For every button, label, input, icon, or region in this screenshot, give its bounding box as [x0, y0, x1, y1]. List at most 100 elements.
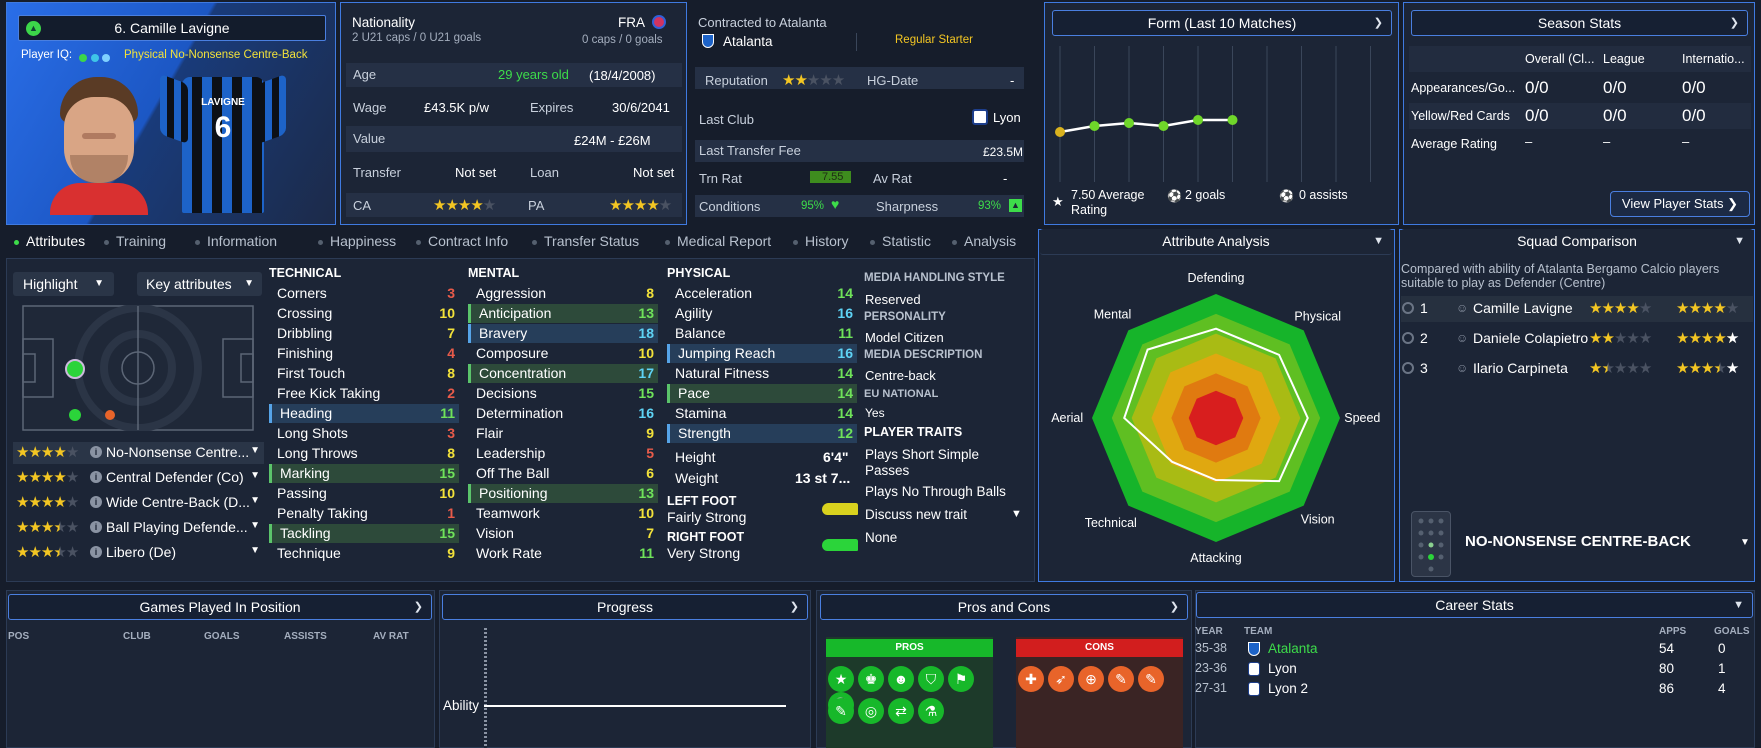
attribute-row[interactable]: Long Shots 3: [269, 424, 459, 443]
attribute-row[interactable]: Decisions 15: [468, 384, 658, 403]
attribute-row[interactable]: Stamina 14: [667, 404, 857, 423]
trait-1[interactable]: Plays Short Simple Passes: [865, 447, 980, 478]
left-foot-value: Fairly Strong: [667, 509, 747, 525]
attribute-row[interactable]: Long Throws 8: [269, 444, 459, 463]
tab-transfer-status[interactable]: Transfer Status: [532, 233, 639, 249]
attribute-row[interactable]: Corners 3: [269, 284, 459, 303]
tab-history[interactable]: History: [793, 233, 849, 249]
player-icon: ☺: [1456, 331, 1469, 345]
career-col-apps: APPS: [1659, 626, 1687, 637]
radio-icon[interactable]: [1402, 332, 1414, 344]
tab-statistic[interactable]: Statistic: [870, 233, 931, 249]
squad-row[interactable]: [1401, 296, 1753, 322]
attribute-row[interactable]: Free Kick Taking 2: [269, 384, 459, 403]
attribute-row[interactable]: Work Rate 11: [468, 544, 658, 563]
squad-ca-stars: ★★★★★: [1589, 330, 1652, 347]
proscons-dropdown[interactable]: Pros and Cons ❯: [820, 594, 1188, 620]
attribute-row[interactable]: Marking 15: [269, 464, 459, 483]
player-role: Physical No-Nonsense Centre-Back: [124, 49, 308, 61]
attribute-row[interactable]: Aggression 8: [468, 284, 658, 303]
attribute-row[interactable]: Flair 9: [468, 424, 658, 443]
attribute-row[interactable]: Bravery 18: [468, 324, 658, 343]
attribute-row[interactable]: Tackling 15: [269, 524, 459, 543]
form-point[interactable]: [1124, 118, 1134, 128]
attribute-row[interactable]: Concentration 17: [468, 364, 658, 383]
role-row[interactable]: ★★★★★ i Ball Playing Defende... ▼: [13, 517, 264, 539]
loan-label: Loan: [530, 165, 559, 180]
squad-rank: 1: [1420, 300, 1428, 316]
discuss-trait[interactable]: Discuss new trait: [865, 507, 968, 522]
squad-dropdown[interactable]: Squad Comparison ▼: [1401, 229, 1753, 255]
role-label: Central Defender (Co): [106, 469, 244, 485]
loan-value[interactable]: Not set: [633, 165, 675, 180]
progress-dropdown[interactable]: Progress ❯: [442, 594, 808, 620]
career-team[interactable]: Lyon: [1268, 661, 1297, 676]
attribute-row[interactable]: Composure 10: [468, 344, 658, 363]
highlight-dropdown[interactable]: Highlight ▼: [13, 272, 114, 296]
form-point[interactable]: [1158, 121, 1169, 131]
radio-icon[interactable]: [1402, 362, 1414, 374]
attribute-row[interactable]: Positioning 13: [468, 484, 658, 503]
attribute-row[interactable]: Passing 10: [269, 484, 459, 503]
attribute-row[interactable]: Teamwork 10: [468, 504, 658, 523]
chevron-down-icon[interactable]: ▼: [1740, 537, 1750, 548]
tab-contract-info[interactable]: Contract Info: [416, 233, 508, 249]
transfer-value[interactable]: Not set: [455, 165, 497, 180]
contract-club[interactable]: Atalanta: [723, 34, 773, 49]
tab-analysis[interactable]: Analysis: [952, 233, 1016, 249]
tab-medical-report[interactable]: Medical Report: [665, 233, 771, 249]
attribute-name: Determination: [476, 405, 564, 421]
form-dropdown[interactable]: Form (Last 10 Matches) ❯: [1052, 10, 1392, 36]
attribute-row[interactable]: Technique 9: [269, 544, 459, 563]
role-row[interactable]: ★★★★★ i Wide Centre-Back (D... ▼: [13, 492, 264, 514]
form-point[interactable]: [1193, 115, 1203, 125]
analysis-dropdown[interactable]: Attribute Analysis ▼: [1040, 229, 1392, 255]
attribute-row[interactable]: Heading 11: [269, 404, 459, 423]
tab-attributes[interactable]: Attributes: [14, 233, 85, 249]
attribute-row[interactable]: First Touch 8: [269, 364, 459, 383]
form-point[interactable]: [1227, 115, 1238, 125]
attribute-row[interactable]: Acceleration 14: [667, 284, 857, 303]
attribute-row[interactable]: Strength 12: [667, 424, 857, 443]
role-row[interactable]: ★★★★★ i Libero (De) ▼: [13, 542, 264, 564]
season-cell: 0/0: [1682, 78, 1706, 97]
attribute-row[interactable]: Crossing 10: [269, 304, 459, 323]
form-point[interactable]: [1055, 127, 1065, 137]
career-dropdown[interactable]: Career Stats ▼: [1196, 592, 1753, 618]
attribute-value: 3: [447, 425, 455, 441]
form-point[interactable]: [1089, 121, 1100, 131]
attribute-row[interactable]: Penalty Taking 1: [269, 504, 459, 523]
attribute-row[interactable]: Pace 14: [667, 384, 857, 403]
career-team[interactable]: Lyon 2: [1268, 681, 1309, 696]
attribute-row[interactable]: Determination 16: [468, 404, 658, 423]
contract-divider: [856, 33, 857, 51]
attribute-name: Finishing: [277, 345, 334, 361]
pro-tackle-icon: ⚑: [948, 666, 974, 692]
attribute-row[interactable]: Balance 11: [667, 324, 857, 343]
radio-icon[interactable]: [1402, 302, 1414, 314]
tab-information[interactable]: Information: [195, 233, 277, 249]
attribute-row[interactable]: Dribbling 7: [269, 324, 459, 343]
view-player-stats-button[interactable]: View Player Stats ❯: [1610, 191, 1750, 217]
attribute-row[interactable]: Anticipation 13: [468, 304, 658, 323]
tab-happiness[interactable]: Happiness: [318, 233, 396, 249]
player-name-box[interactable]: ▲ 6. Camille Lavigne: [18, 15, 326, 41]
season-dropdown[interactable]: Season Stats ❯: [1411, 10, 1748, 36]
trait-2[interactable]: Plays No Through Balls: [865, 484, 1006, 499]
season-cell: 0/0: [1682, 106, 1706, 125]
key-attributes-dropdown[interactable]: Key attributes ▼: [137, 272, 262, 296]
role-row[interactable]: ★★★★★ i No-Nonsense Centre... ▼: [13, 442, 264, 464]
attribute-row[interactable]: Leadership 5: [468, 444, 658, 463]
tab-training[interactable]: Training: [104, 233, 166, 249]
attribute-row[interactable]: Vision 7: [468, 524, 658, 543]
attribute-row[interactable]: Finishing 4: [269, 344, 459, 363]
role-row[interactable]: ★★★★★ i Central Defender (Co) ▼: [13, 467, 264, 489]
career-team[interactable]: Atalanta: [1268, 641, 1318, 656]
attribute-row[interactable]: Off The Ball 6: [468, 464, 658, 483]
attribute-row[interactable]: Agility 16: [667, 304, 857, 323]
attribute-row[interactable]: Natural Fitness 14: [667, 364, 857, 383]
attribute-row[interactable]: Jumping Reach 16: [667, 344, 857, 363]
last-club-value[interactable]: Lyon: [993, 110, 1021, 125]
chevron-down-icon[interactable]: ▼: [1011, 508, 1022, 520]
games-dropdown[interactable]: Games Played In Position ❯: [8, 594, 432, 620]
